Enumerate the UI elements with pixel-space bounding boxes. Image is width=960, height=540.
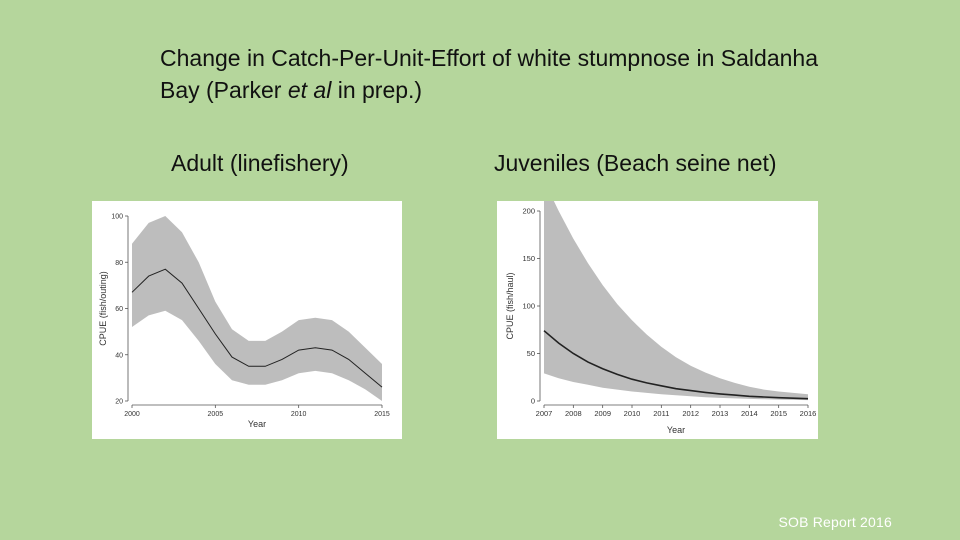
y-axis-label: CPUE (fish/outing) [98,271,108,346]
adult-subtitle: Adult (linefishery) [171,150,349,176]
x-axis-label: Year [248,419,266,429]
adult-chart-panel: 20 40 60 80 100 2000 2005 2010 2015 Year CPUE (fis… [92,201,402,439]
y-tick-label: 150 [522,254,535,263]
y-tick-label: 20 [115,399,123,406]
x-tick-label: 2009 [594,409,611,418]
title-italic: et al [287,77,332,103]
y-tick-label: 200 [522,207,535,216]
juvenile-subtitle: Juveniles (Beach seine net) [494,150,777,176]
title-text-2: in prep.) [331,77,423,103]
confidence-band [132,216,382,401]
x-tick-label: 2010 [624,409,641,418]
x-axis-label: Year [667,425,685,435]
x-tick-label: 2016 [800,409,817,418]
slide-title: Change in Catch-Per-Unit-Effort of white… [160,42,860,106]
y-tick-label: 80 [115,260,123,267]
cpue-series-line [543,330,809,400]
confidence-band [544,201,808,401]
x-tick-label: 2010 [291,411,307,418]
juvenile-cpue-chart: 0 50 100 150 200 2007 2008 2009 2010 2011 2012 2013… [505,201,817,435]
y-tick-label: 0 [531,397,535,406]
juvenile-chart-panel: 0 50 100 150 200 2007 2008 2009 2010 2011 2012 2013… [497,201,818,439]
adult-cpue-chart: 20 40 60 80 100 2000 2005 2010 2015 Year CPUE (fis… [98,214,390,430]
y-tick-label: 100 [111,214,123,221]
y-tick-label: 60 [115,306,123,313]
x-tick-label: 2014 [741,409,758,418]
x-tick-label: 2005 [208,411,224,418]
y-axis-label: CPUE (fish/haul) [505,272,515,339]
x-tick-label: 2007 [536,409,553,418]
x-tick-label: 2013 [712,409,729,418]
x-tick-label: 2011 [653,409,669,418]
y-tick-label: 100 [522,302,535,311]
footer-label: SOB Report 2016 [778,514,892,530]
x-tick-label: 2015 [374,411,390,418]
x-tick-label: 2012 [682,409,699,418]
y-tick-label: 50 [527,349,535,358]
x-tick-label: 2015 [770,409,787,418]
y-tick-label: 40 [115,352,123,359]
title-text-1: Change in Catch-Per-Unit-Effort of white… [160,45,818,103]
cpue-series-line [131,268,383,388]
x-tick-label: 2000 [124,411,140,418]
x-tick-label: 2008 [565,409,582,418]
